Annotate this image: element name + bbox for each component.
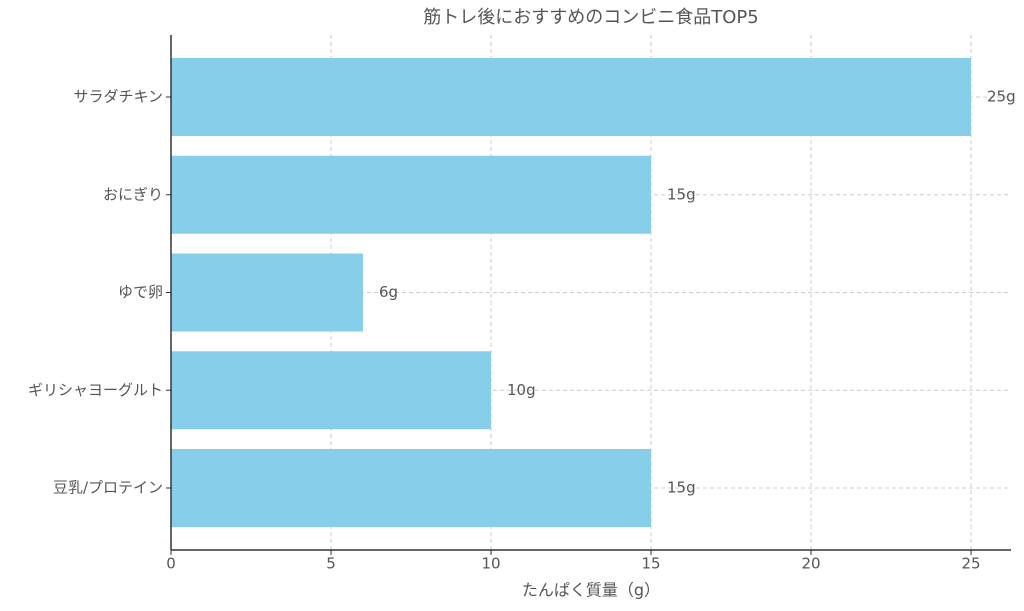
y-tick-label: ギリシャヨーグルト <box>28 381 163 399</box>
bar <box>171 58 971 136</box>
x-axis-label: たんぱく質量（g） <box>522 581 660 600</box>
value-label: 6g <box>379 283 398 301</box>
bar <box>171 155 651 234</box>
x-tick-label: 5 <box>326 555 336 573</box>
x-tick-label: 25 <box>961 555 980 573</box>
bar <box>171 253 363 332</box>
y-tick-label: おにぎり <box>103 185 163 203</box>
value-label: 10g <box>507 381 536 399</box>
x-tick-label: 15 <box>641 555 660 573</box>
x-tick-label: 20 <box>801 555 820 573</box>
value-label: 15g <box>667 479 696 497</box>
x-tick-label: 0 <box>166 555 176 573</box>
y-tick-label: 豆乳/プロテイン <box>53 479 163 497</box>
value-label: 15g <box>667 185 696 203</box>
x-tick-label: 10 <box>481 555 500 573</box>
y-tick-label: サラダチキン <box>73 88 163 106</box>
bar <box>171 449 651 527</box>
bar <box>171 351 491 430</box>
y-tick-label: ゆで卵 <box>118 283 163 301</box>
value-label: 25g <box>987 88 1016 106</box>
chart-title: 筋トレ後におすすめのコンビニ食品TOP5 <box>423 7 758 28</box>
